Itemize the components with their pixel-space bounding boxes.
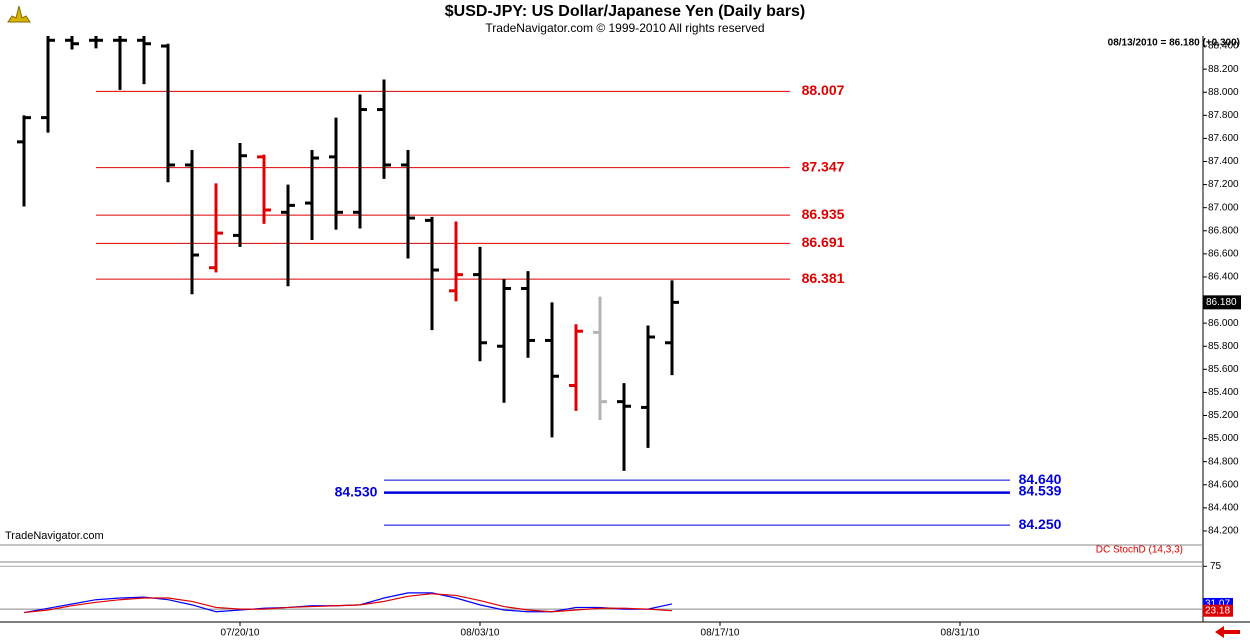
indicator-title: DC StochD (14,3,3)	[1096, 545, 1183, 556]
last-price-label: 86.180	[1206, 297, 1237, 308]
y-tick-label: 84.600	[1208, 479, 1239, 490]
indicator-plot	[23, 592, 673, 614]
y-tick-label: 85.400	[1208, 387, 1239, 398]
last-value-label: 23.18	[1205, 605, 1230, 616]
last-value-box	[1203, 604, 1233, 617]
y-tick-label: 86.000	[1208, 318, 1239, 329]
y-tick-label: 87.600	[1208, 133, 1239, 144]
y-tick-label: 85.200	[1208, 410, 1239, 421]
y-tick-label: 84.400	[1208, 503, 1239, 514]
resistance-label: 86.691	[802, 234, 845, 250]
indicator-line	[23, 593, 673, 614]
y-tick-label: 86.800	[1208, 225, 1239, 236]
y-tick-label: 85.000	[1208, 433, 1239, 444]
y-tick-label: 85.600	[1208, 364, 1239, 375]
y-tick-label: 88.400	[1208, 41, 1239, 52]
chart-subtitle: TradeNavigator.com © 1999-2010 All right…	[485, 21, 764, 35]
support-label: 84.539	[1019, 483, 1062, 499]
target-label: 84.530	[335, 484, 378, 500]
y-tick-label: 75	[1210, 561, 1222, 572]
x-tick-label: 08/31/10	[941, 628, 980, 639]
chart-title: $USD-JPY: US Dollar/Japanese Yen (Daily …	[445, 3, 805, 20]
y-tick-label: 87.200	[1208, 179, 1239, 190]
resistance-label: 87.347	[802, 158, 845, 174]
resistance-label: 86.381	[802, 270, 845, 286]
y-tick-label: 85.800	[1208, 341, 1239, 352]
resistance-label: 88.007	[802, 82, 845, 98]
price-plot	[17, 36, 1010, 526]
y-tick-label: 84.800	[1208, 456, 1239, 467]
x-tick-label: 08/17/10	[701, 628, 740, 639]
y-tick-label: 87.400	[1208, 156, 1239, 167]
last-value-label: 31.07	[1205, 599, 1230, 610]
y-tick-label: 88.000	[1208, 87, 1239, 98]
logo-icon	[7, 5, 31, 23]
x-tick-label: 08/03/10	[461, 628, 500, 639]
y-tick-label: 86.600	[1208, 249, 1239, 260]
scroll-arrow[interactable]	[1215, 626, 1240, 638]
y-tick-label: 87.800	[1208, 110, 1239, 121]
watermark: TradeNavigator.com	[5, 530, 104, 542]
y-tick-label: 86.400	[1208, 272, 1239, 283]
y-tick-label: 87.000	[1208, 202, 1239, 213]
support-label: 84.250	[1019, 516, 1062, 532]
support-label: 84.640	[1019, 471, 1062, 487]
last-price-box	[1203, 295, 1241, 310]
y-tick-label: 88.200	[1208, 64, 1239, 75]
last-quote: 08/13/2010 = 86.180 (+0.300)	[1108, 38, 1240, 49]
y-tick-label: 84.200	[1208, 526, 1239, 537]
resistance-label: 86.935	[802, 206, 845, 222]
x-tick-label: 07/20/10	[221, 628, 260, 639]
